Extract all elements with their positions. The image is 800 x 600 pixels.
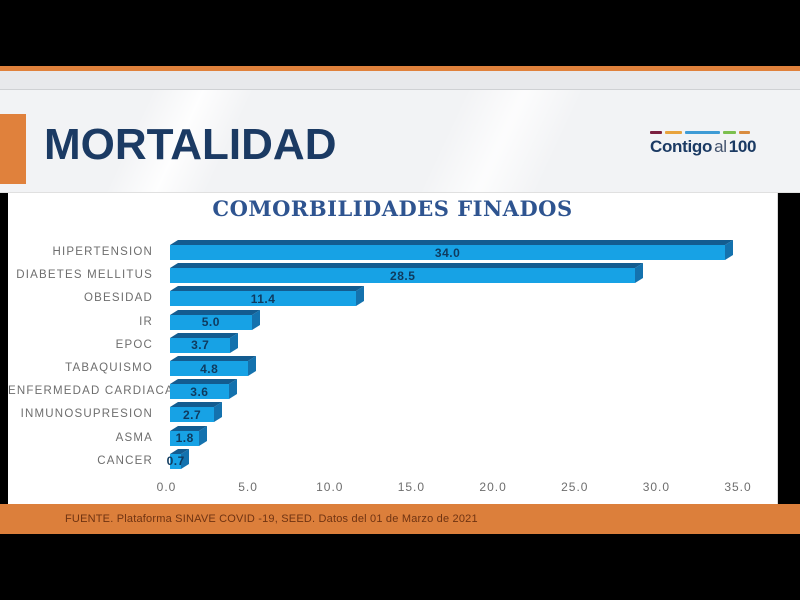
bar-row: INMUNOSUPRESION 2.7 [8,407,777,423]
top-letterbox-bar [0,0,800,66]
category-label: ASMA [115,431,153,444]
bar-value-label: 4.8 [200,361,219,376]
chart-title: COMORBILIDADES FINADOS [212,196,573,221]
bar: 1.8 [170,430,200,446]
bar: 11.4 [170,291,357,307]
logo-text-al: al [714,137,727,156]
x-axis-tick-label: 0.0 [156,480,177,494]
logo-dash [650,130,662,134]
contigo-al-100-logo: Contigo al 100 [650,130,757,157]
category-label: OBESIDAD [83,292,153,305]
bar-row: ENFERMEDAD CARDIACA 3.6 [8,384,777,400]
category-label: HIPERTENSION [52,246,153,258]
bar: 0.7 [167,453,184,469]
logo-text-100: 100 [728,137,757,156]
x-axis-tick-label: 35.0 [724,480,752,494]
comorbidities-bar-chart: COMORBILIDADES FINADOS HIPERTENSION 34.0 D… [8,193,778,504]
logo-text: Contigo al 100 [650,137,757,157]
bar: 2.7 [170,407,215,423]
category-label: EPOC [115,338,153,351]
x-axis-tick-label: 20.0 [479,480,507,494]
bar: 34.0 [170,245,726,260]
slide-header: MORTALIDAD Contigo al 100 [0,90,800,193]
bar-row: IR 5.0 [8,314,777,330]
bar: 3.6 [170,384,229,400]
logo-text-contigo: Contigo [650,137,713,156]
orange-accent-rect [0,114,26,184]
category-label: DIABETES MELLITUS [16,269,153,282]
slide-title: MORTALIDAD [44,120,337,169]
bar-value-label: 3.7 [191,338,210,353]
bar-value-label: 5.0 [201,315,220,330]
x-axis-tick-label: 5.0 [238,480,258,494]
category-label: CANCER [97,454,153,467]
bar-value-label: 34.0 [434,245,461,260]
category-label: INMUNOSUPRESION [20,408,153,421]
category-label: TABAQUISMO [65,362,153,374]
logo-dash [664,130,683,134]
bar-row: CANCER 0.7 [8,453,777,469]
x-axis-tick-label: 15.0 [397,480,426,494]
bar-row: DIABETES MELLITUS 28.5 [8,268,777,284]
top-orange-strip [0,66,800,71]
x-axis-tick-label: 30.0 [642,480,671,494]
bar: 4.8 [170,361,249,376]
bar-row: TABAQUISMO 4.8 [8,361,777,376]
bottom-letterbox-bar [0,534,800,600]
x-axis-tick-label: 10.0 [316,480,344,494]
category-label: ENFERMEDAD CARDIACA [8,385,174,398]
footer-orange-bar: FUENTE. Plataforma SINAVE COVID -19, SEE… [0,504,800,534]
bar: 5.0 [170,314,252,330]
bar: 28.5 [170,268,636,284]
bar: 3.7 [170,337,231,353]
source-text: FUENTE. Plataforma SINAVE COVID -19, SEE… [65,513,478,525]
bar-row: OBESIDAD 11.4 [8,291,777,307]
category-label: IR [139,315,153,328]
bar-value-label: 2.7 [182,407,202,422]
logo-dash [739,130,750,134]
logo-dash [722,130,737,134]
bar-value-label: 28.5 [390,268,416,283]
bar-row: HIPERTENSION 34.0 [8,245,777,260]
bar-value-label: 11.4 [250,291,276,306]
bar-value-label: 0.7 [166,454,185,469]
bar-row: ASMA 1.8 [8,430,777,446]
bar-value-label: 1.8 [175,431,194,446]
bar-value-label: 3.6 [190,384,209,399]
x-axis-tick-label: 25.0 [561,480,589,494]
bar-row: EPOC 3.7 [8,337,777,353]
header-gray-band [0,71,800,90]
logo-dash [685,130,720,134]
logo-color-dashes [650,130,750,134]
